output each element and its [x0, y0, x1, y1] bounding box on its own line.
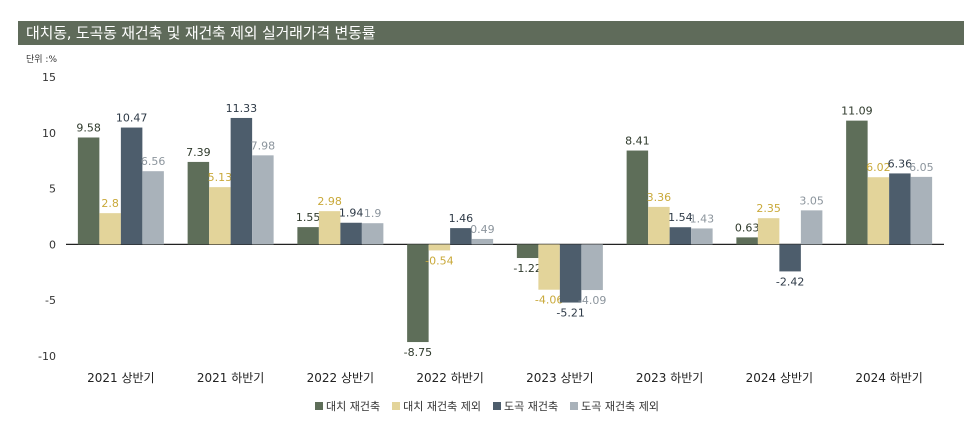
data-label: 7.98 — [251, 139, 276, 152]
bar — [450, 228, 472, 245]
y-tick-label: 5 — [49, 183, 56, 196]
bar — [407, 244, 429, 343]
bar — [889, 173, 911, 245]
x-category-label: 2023 하반기 — [636, 371, 703, 385]
x-category-label: 2021 상반기 — [87, 371, 154, 385]
legend-item: 대치 재건축 — [315, 398, 380, 414]
unit-label: 단위 :% — [26, 55, 58, 65]
data-label: 6.36 — [888, 157, 913, 170]
data-label: 3.05 — [799, 194, 824, 207]
legend-label: 도곡 재건축 — [504, 400, 559, 413]
data-label: 1.43 — [690, 212, 715, 225]
bar — [297, 227, 319, 245]
legend-item: 대치 재건축 제외 — [392, 398, 481, 414]
legend-swatch — [570, 402, 579, 410]
data-label: 1.54 — [668, 211, 693, 224]
y-tick-label: 0 — [49, 238, 56, 251]
legend-swatch — [392, 402, 401, 410]
bar — [669, 227, 692, 245]
data-label: 1.46 — [449, 212, 474, 225]
bar — [428, 244, 451, 251]
data-label: 10.47 — [116, 112, 148, 125]
bar — [209, 187, 231, 245]
bar — [559, 244, 582, 303]
bar — [800, 210, 823, 245]
bar — [516, 244, 539, 259]
bar — [867, 177, 890, 245]
data-label: 7.39 — [186, 146, 211, 159]
data-label: 1.55 — [296, 211, 321, 224]
data-label: 2.8 — [101, 197, 119, 210]
data-label: 6.02 — [866, 161, 891, 174]
data-label: 0.49 — [470, 223, 495, 236]
legend-item: 도곡 재건축 제외 — [570, 398, 659, 414]
bar — [361, 223, 384, 245]
data-label: 11.33 — [226, 102, 258, 115]
data-label: 2.35 — [756, 202, 781, 215]
bar — [581, 244, 603, 291]
bar — [77, 137, 100, 245]
bar — [626, 150, 649, 245]
data-label: 2.98 — [317, 195, 342, 208]
bar — [99, 213, 121, 245]
bar — [910, 176, 933, 245]
bar — [340, 222, 362, 245]
bar — [846, 120, 868, 245]
x-category-label: 2024 하반기 — [855, 371, 922, 385]
x-category-label: 2022 하반기 — [416, 371, 483, 385]
data-label: -5.21 — [556, 307, 584, 320]
chart-title: 대치동, 도곡동 재건축 및 재건축 제외 실거래가격 변동률 — [18, 21, 964, 45]
data-label: 0.63 — [735, 221, 760, 234]
data-label: -8.75 — [404, 346, 432, 359]
data-label: -0.54 — [425, 254, 453, 267]
data-label: 6.56 — [141, 155, 166, 168]
legend-swatch — [493, 402, 501, 410]
data-label: 11.09 — [841, 105, 873, 118]
legend-label: 대치 재건축 제외 — [403, 400, 481, 413]
bar — [187, 161, 210, 245]
bar — [471, 238, 494, 245]
y-tick-label: 15 — [42, 71, 56, 84]
y-tick-label: -10 — [38, 350, 56, 363]
data-label: 3.36 — [647, 191, 672, 204]
y-tick-label: 10 — [42, 127, 56, 140]
x-category-label: 2021 하반기 — [197, 371, 264, 385]
legend-label: 도곡 재건축 제외 — [581, 400, 659, 413]
x-category-label: 2024 상반기 — [746, 371, 813, 385]
bar — [230, 117, 253, 245]
data-label: -1.22 — [513, 262, 541, 275]
data-label: 5.13 — [208, 171, 233, 184]
bar — [318, 211, 341, 245]
bar — [538, 244, 560, 290]
chart-legend: 대치 재건축 대치 재건축 제외 도곡 재건축 도곡 재건축 제외 — [0, 398, 974, 414]
y-tick-label: -5 — [45, 294, 56, 307]
data-label: 1.94 — [339, 207, 364, 220]
data-label: -4.09 — [578, 294, 606, 307]
data-label: 9.58 — [76, 121, 101, 134]
data-label: -2.42 — [776, 275, 804, 288]
x-category-label: 2022 상반기 — [307, 371, 374, 385]
data-label: 8.41 — [625, 135, 650, 148]
legend-label: 대치 재건축 — [326, 400, 381, 413]
bar — [736, 237, 758, 245]
bar — [120, 127, 143, 245]
bar — [757, 218, 780, 245]
legend-swatch — [315, 402, 324, 410]
bar — [252, 155, 274, 245]
bar — [142, 171, 164, 245]
data-label: -4.06 — [535, 294, 563, 307]
bar — [779, 244, 801, 272]
legend-item: 도곡 재건축 — [493, 398, 558, 414]
bar — [648, 206, 670, 245]
bar — [691, 228, 713, 245]
data-label: 6.05 — [909, 161, 934, 174]
data-label: 1.9 — [364, 207, 382, 220]
x-category-label: 2023 상반기 — [526, 371, 593, 385]
